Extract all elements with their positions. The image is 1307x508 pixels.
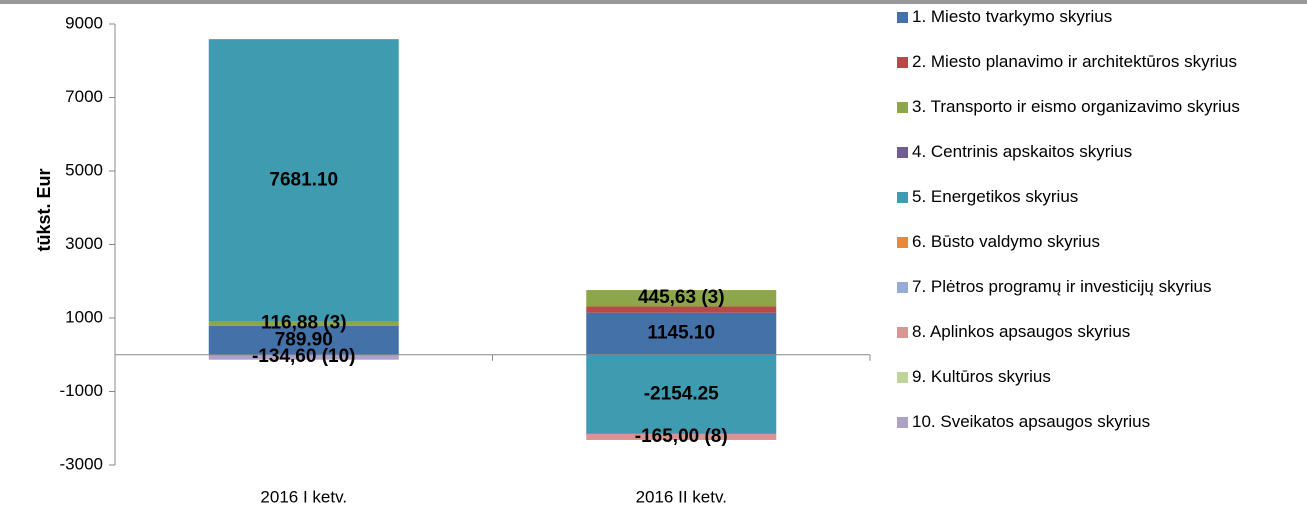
y-tick-label: 7000 xyxy=(65,87,103,106)
legend-item: 3. Transporto ir eismo organizavimo skyr… xyxy=(897,96,1287,118)
legend-swatch xyxy=(897,282,908,293)
bar-segment xyxy=(586,312,777,355)
legend-swatch xyxy=(897,372,908,383)
legend-item: 8. Aplinkos apsaugos skyrius xyxy=(897,321,1287,343)
legend-swatch xyxy=(897,147,908,158)
bar-segment xyxy=(586,290,777,307)
bar-segment xyxy=(586,354,777,434)
y-tick-label: -3000 xyxy=(60,454,103,473)
y-tick-label: 1000 xyxy=(65,307,103,326)
y-tick-label: 5000 xyxy=(65,160,103,179)
legend-swatch xyxy=(897,237,908,248)
legend-label: 2. Miesto planavimo ir architektūros sky… xyxy=(912,52,1238,71)
legend-label: 3. Transporto ir eismo organizavimo skyr… xyxy=(912,97,1240,116)
bar-segment xyxy=(586,306,777,313)
bar-segment xyxy=(208,39,399,322)
bar-segment xyxy=(586,433,777,440)
data-label: 116,88 (3) xyxy=(261,313,347,334)
data-label: 789.90 xyxy=(275,329,333,350)
data-label: -2154.25 xyxy=(644,383,719,404)
x-tick-label: 2016 I ketv. xyxy=(260,487,347,506)
legend-swatch xyxy=(897,12,908,23)
legend-swatch xyxy=(897,192,908,203)
legend-item: 1. Miesto tvarkymo skyrius xyxy=(897,6,1287,28)
legend-item: 5. Energetikos skyrius xyxy=(897,186,1287,208)
legend-item: 6. Būsto valdymo skyrius xyxy=(897,231,1287,253)
bar-segment xyxy=(208,321,399,326)
legend-swatch xyxy=(897,417,908,428)
data-label: 445,63 (3) xyxy=(638,287,725,308)
x-tick-label: 2016 II ketv. xyxy=(636,487,727,506)
data-label: -165,00 (8) xyxy=(635,426,728,447)
y-tick-label: -1000 xyxy=(60,381,103,400)
legend-swatch xyxy=(897,102,908,113)
legend-label: 10. Sveikatos apsaugos skyrius xyxy=(912,412,1151,431)
legend-label: 6. Būsto valdymo skyrius xyxy=(912,232,1101,251)
legend-swatch xyxy=(897,57,908,68)
legend-swatch xyxy=(897,327,908,338)
legend-label: 5. Energetikos skyrius xyxy=(912,187,1079,206)
top-border xyxy=(0,0,1307,4)
legend-item: 4. Centrinis apskaitos skyrius xyxy=(897,141,1287,163)
legend-label: 9. Kultūros skyrius xyxy=(912,367,1051,386)
y-tick-label: 9000 xyxy=(65,13,103,32)
y-tick-label: 3000 xyxy=(65,234,103,253)
legend-item: 7. Plėtros programų ir investicijų skyri… xyxy=(897,276,1287,298)
data-label: 1145.10 xyxy=(647,323,715,344)
legend-label: 4. Centrinis apskaitos skyrius xyxy=(912,142,1133,161)
bar-segment xyxy=(208,354,399,360)
legend-item: 2. Miesto planavimo ir architektūros sky… xyxy=(897,51,1287,73)
legend-label: 8. Aplinkos apsaugos skyrius xyxy=(912,322,1131,341)
data-label: -134,60 (10) xyxy=(252,346,356,367)
bar-segment xyxy=(208,325,399,355)
data-label: 7681.10 xyxy=(269,169,338,190)
y-axis-label: tūkst. Eur xyxy=(34,168,54,251)
legend-item: 10. Sveikatos apsaugos skyrius xyxy=(897,411,1287,433)
legend-item: 9. Kultūros skyrius xyxy=(897,366,1287,388)
legend-label: 7. Plėtros programų ir investicijų skyri… xyxy=(912,277,1212,296)
legend-label: 1. Miesto tvarkymo skyrius xyxy=(912,7,1113,26)
